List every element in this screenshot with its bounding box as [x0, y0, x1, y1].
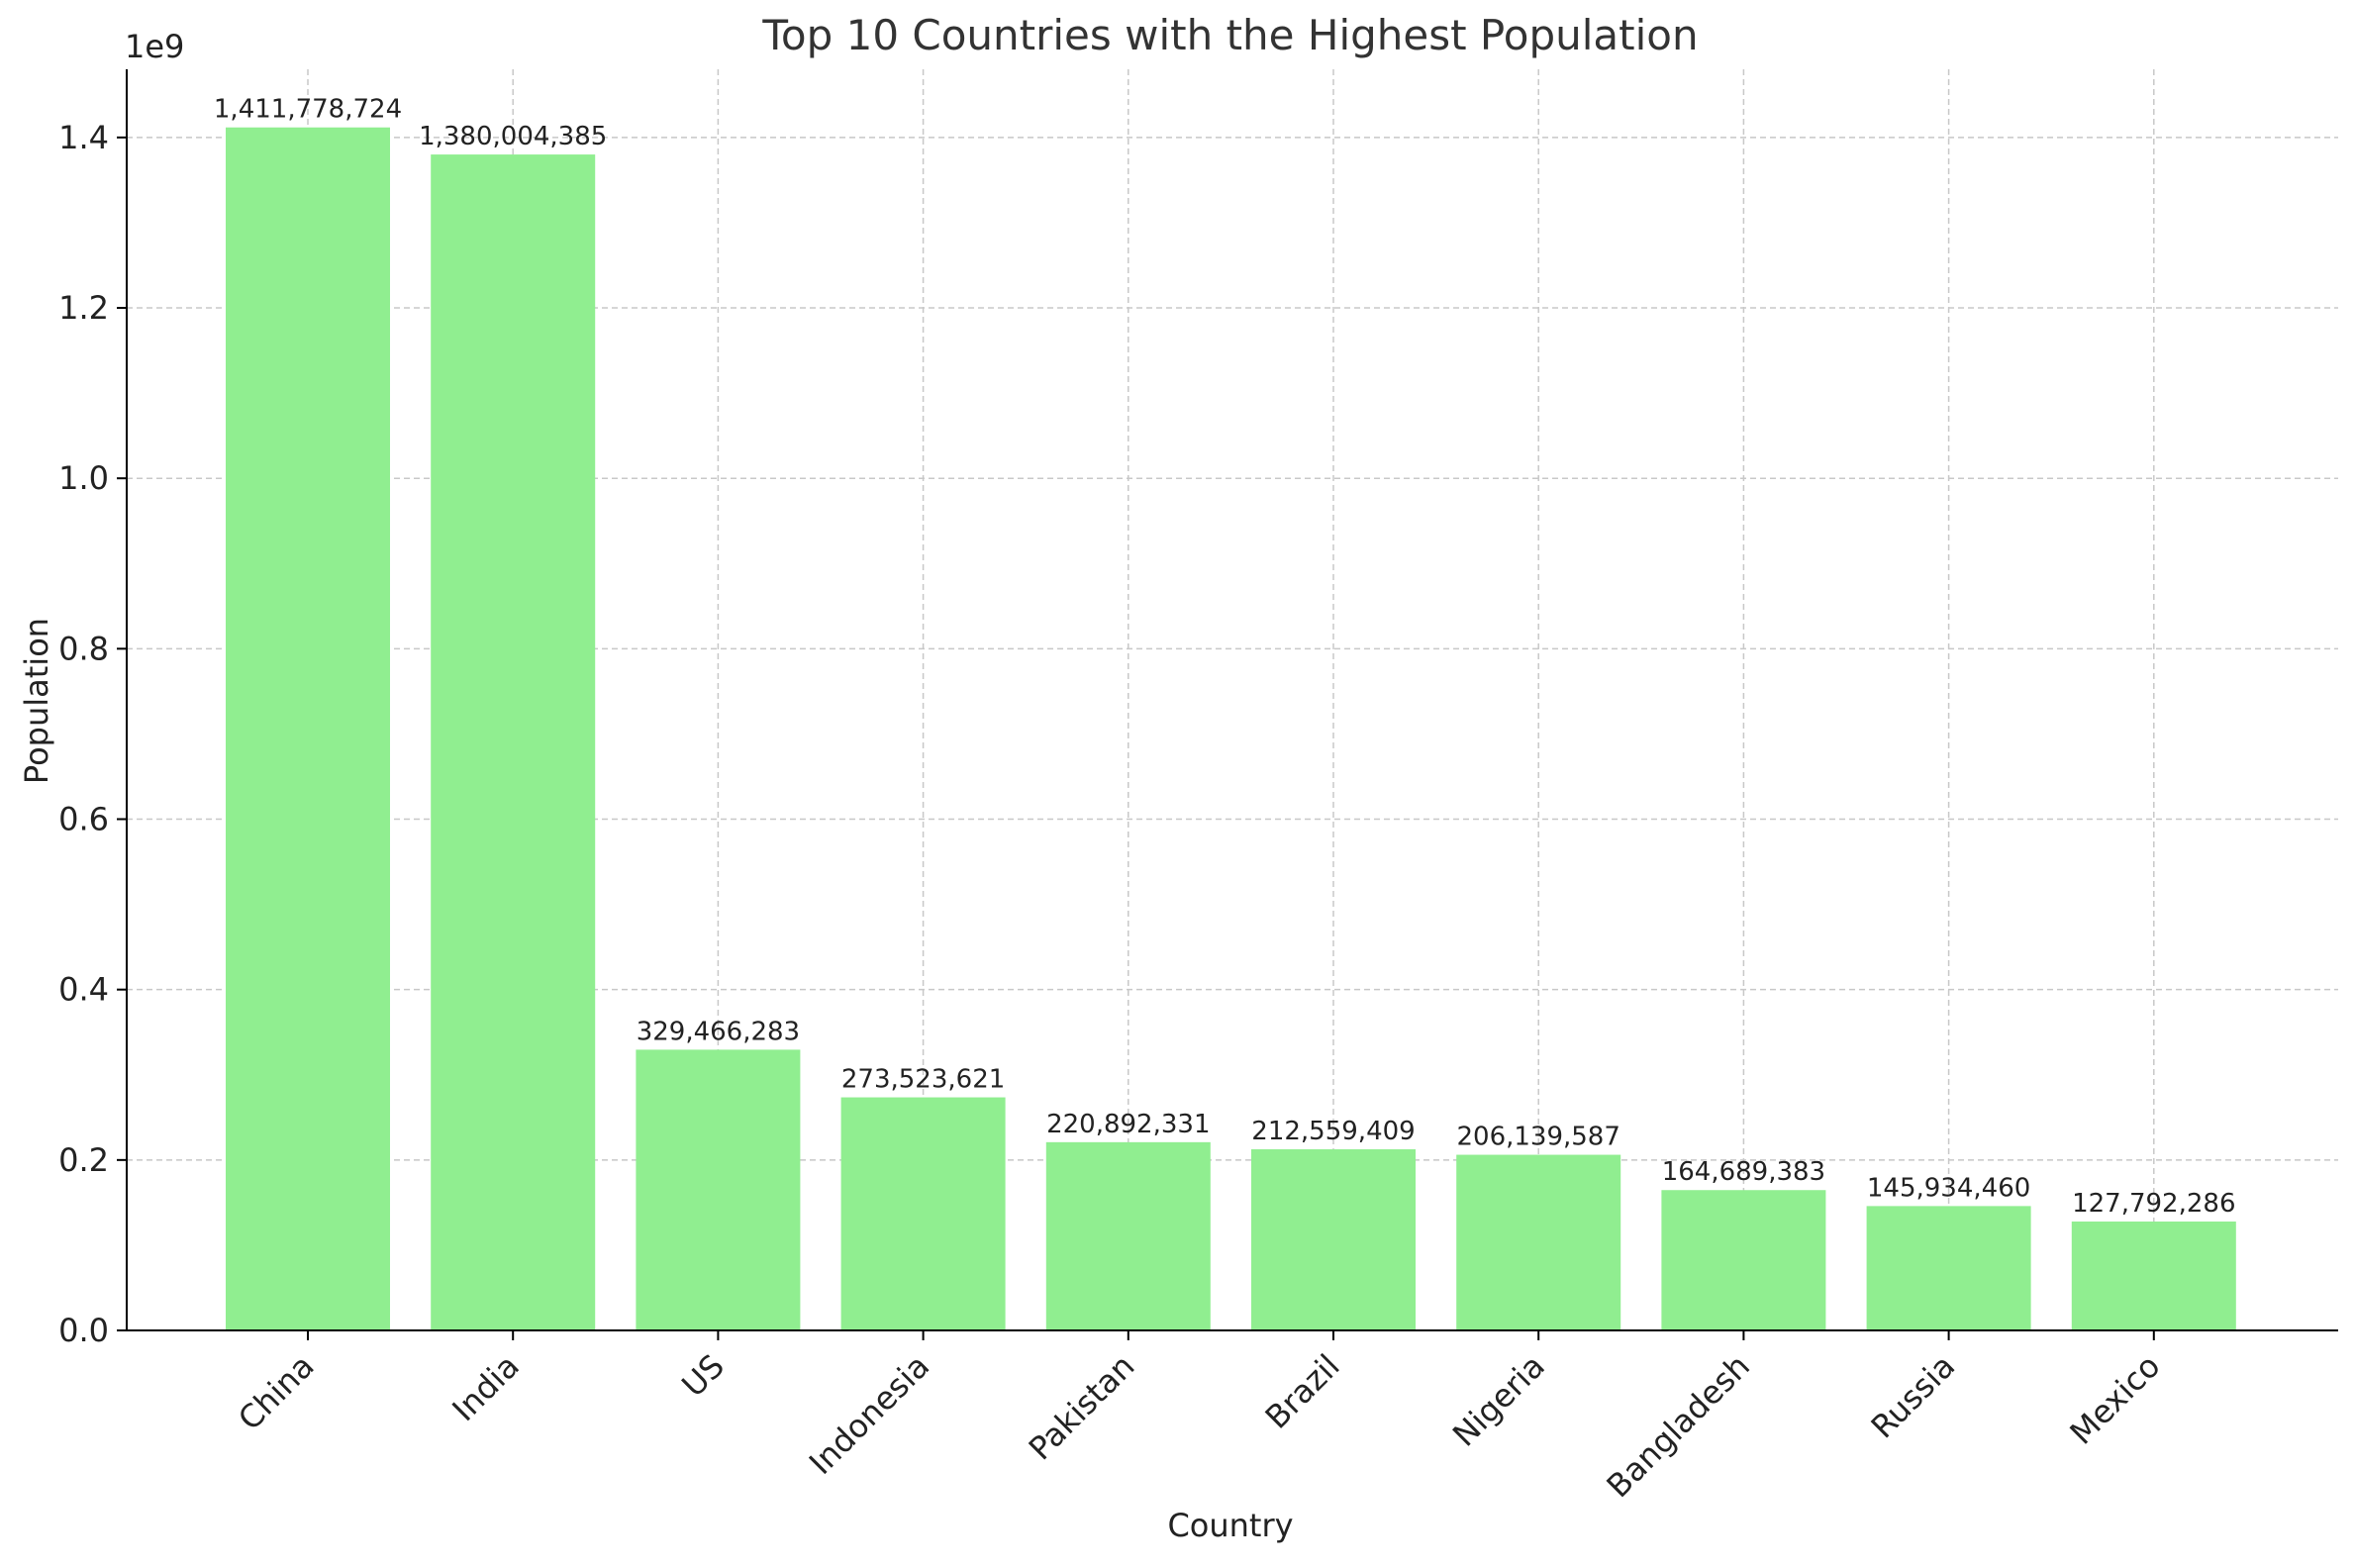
value-labels: 1,411,778,724 1,380,004,385 329,466,283 273…: [214, 95, 2236, 1219]
y-tick-label: 0.4: [58, 971, 109, 1009]
bar-brazil: [1251, 1149, 1416, 1330]
bar-value-label: 127,792,286: [2072, 1189, 2235, 1219]
bar-pakistan: [1045, 1141, 1211, 1330]
y-axis-title: Population: [18, 618, 55, 784]
y-tick-label: 1.2: [58, 289, 109, 327]
axes: [126, 69, 2338, 1331]
bar-value-label: 212,559,409: [1251, 1117, 1415, 1146]
y-tick-label: 0.8: [58, 630, 109, 667]
bars: [226, 127, 2236, 1331]
bar-nigeria: [1456, 1154, 1621, 1330]
y-axis-offset-label: 1e9: [125, 28, 184, 65]
bar-russia: [1866, 1206, 2031, 1330]
chart-title: Top 10 Countries with the Highest Popula…: [761, 11, 1698, 59]
bar-value-label: 206,139,587: [1456, 1123, 1619, 1152]
bar-value-label: 1,411,778,724: [214, 95, 402, 125]
bar-value-label: 1,380,004,385: [419, 122, 607, 151]
bar-mexico: [2071, 1221, 2236, 1330]
y-tick-label: 1.4: [58, 119, 109, 156]
bar-value-label: 273,523,621: [841, 1065, 1005, 1095]
bar-us: [636, 1049, 801, 1330]
bar-china: [226, 127, 390, 1331]
x-axis-title: Country: [1167, 1507, 1293, 1544]
bar-value-label: 145,934,460: [1867, 1173, 2030, 1203]
bar-value-label: 164,689,383: [1662, 1157, 1825, 1187]
bar-indonesia: [840, 1097, 1006, 1330]
y-tick-label: 0.6: [58, 801, 109, 838]
y-tick-label: 0.2: [58, 1141, 109, 1179]
bar-value-label: 329,466,283: [637, 1017, 800, 1046]
bar-value-label: 220,892,331: [1046, 1110, 1210, 1139]
y-tick-label: 0.0: [58, 1312, 109, 1349]
bar-india: [431, 154, 596, 1331]
y-ticks: 0.0 0.2 0.4 0.6 0.8 1.0 1.2 1.4: [58, 119, 127, 1349]
bar-bangladesh: [1661, 1190, 1826, 1330]
y-tick-label: 1.0: [58, 459, 109, 497]
